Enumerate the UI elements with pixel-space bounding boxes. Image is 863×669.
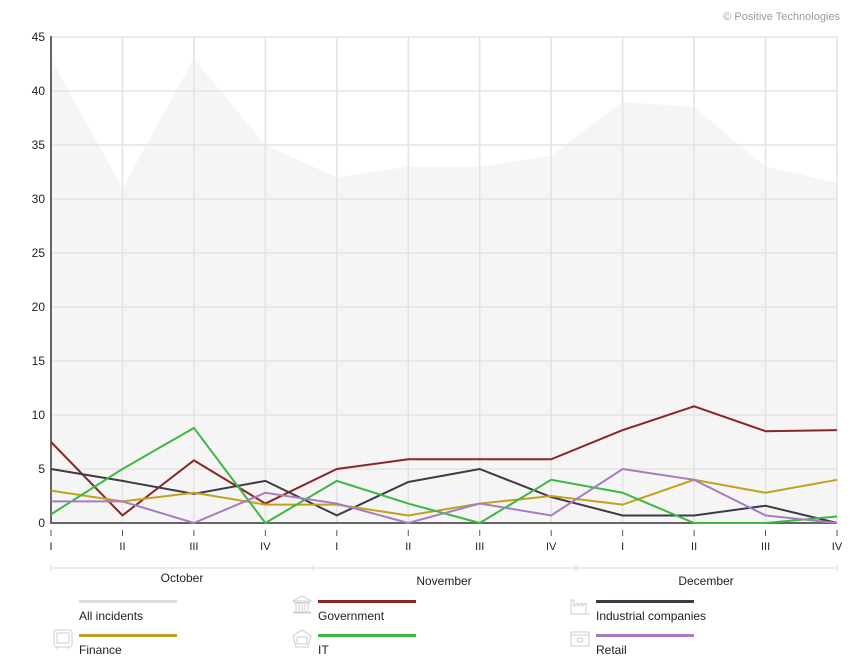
y-tick-label: 25 — [32, 246, 46, 260]
factory-icon — [569, 594, 591, 616]
month-label: November — [416, 574, 471, 588]
x-tick-label: III — [475, 541, 484, 553]
legend-label: Government — [318, 609, 385, 623]
x-tick-label: III — [761, 541, 770, 553]
legend-swatch — [596, 634, 694, 637]
x-tick-label: I — [621, 541, 624, 553]
month-groups: October November December — [50, 565, 838, 588]
legend-swatch — [79, 634, 177, 637]
y-tick-label: 0 — [38, 516, 45, 530]
series-line-finance — [50, 478, 838, 517]
legend-item-finance[interactable]: Finance — [52, 629, 232, 664]
y-tick-label: 45 — [32, 30, 46, 44]
y-tick-label: 40 — [32, 84, 46, 98]
credit-card-icon — [569, 628, 591, 650]
legend-item-industrial-companies[interactable]: Industrial companies — [569, 599, 749, 630]
x-tick-label: II — [691, 541, 697, 553]
y-tick-label: 20 — [32, 300, 46, 314]
y-tick-label: 35 — [32, 138, 46, 152]
legend-label: Retail — [596, 643, 627, 657]
series-line-industrial-companies — [50, 467, 838, 524]
government-building-icon — [291, 594, 313, 616]
network-icon — [291, 628, 313, 650]
gridlines — [50, 36, 838, 524]
x-tick-label: I — [49, 541, 52, 553]
legend-label: All incidents — [79, 609, 144, 623]
all-incidents-area-layer — [51, 37, 837, 523]
y-tick-label: 15 — [32, 354, 46, 368]
legend-swatch — [596, 600, 694, 603]
legend-item-all-incidents[interactable]: All incidents — [52, 600, 232, 630]
x-tick-label: III — [189, 541, 198, 553]
legend-swatch — [79, 600, 177, 603]
legend-label: Finance — [79, 643, 122, 657]
x-tick-label: IV — [546, 541, 557, 553]
legend-item-it[interactable]: IT — [291, 629, 471, 664]
area-all-incidents — [51, 58, 837, 523]
legend-swatch — [318, 634, 416, 637]
series-lines — [50, 405, 838, 525]
x-tick-label: IV — [260, 541, 271, 553]
legend-swatch — [318, 600, 416, 603]
y-tick-label: 30 — [32, 192, 46, 206]
x-tick-label: I — [335, 541, 338, 553]
copyright-credit: © Positive Technologies — [723, 11, 840, 23]
series-line-government — [50, 405, 838, 517]
legend-label: Industrial companies — [596, 609, 707, 623]
month-label: December — [678, 574, 733, 588]
x-tick-label: II — [405, 541, 411, 553]
series-line-retail — [51, 467, 838, 525]
legend-item-government[interactable]: Government — [291, 595, 471, 630]
legend-label: IT — [318, 643, 329, 657]
x-tick-label: II — [119, 541, 125, 553]
month-label: October — [161, 571, 204, 585]
y-tick-label: 10 — [32, 408, 46, 422]
legend-item-retail[interactable]: Retail — [569, 631, 749, 664]
y-tick-label: 5 — [38, 462, 45, 476]
x-tick-label: IV — [832, 541, 843, 553]
safe-icon — [52, 628, 74, 650]
